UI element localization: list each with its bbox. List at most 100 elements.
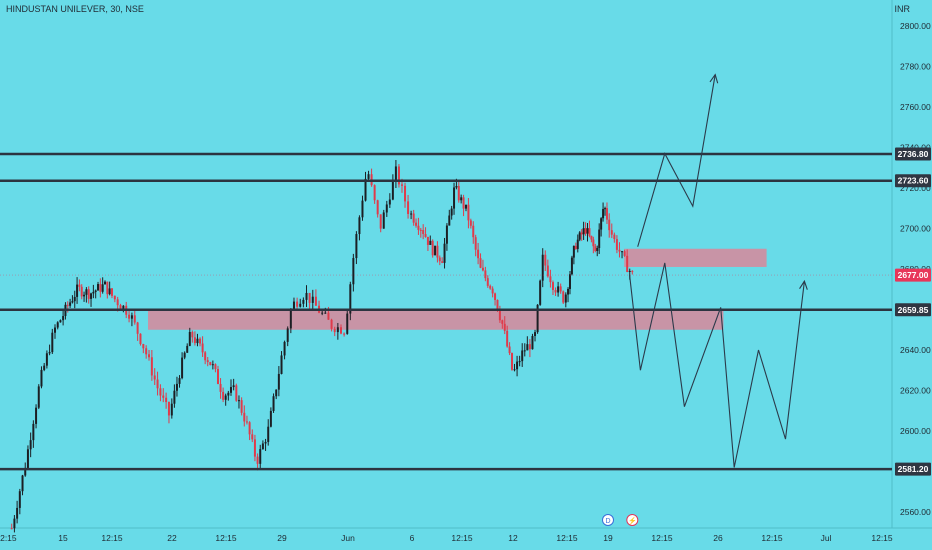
candle-body	[183, 352, 186, 358]
projection-path-1[interactable]	[637, 74, 716, 247]
x-tick-label: 6	[410, 533, 415, 543]
candle-body	[358, 217, 361, 235]
x-tick-label: 12:15	[761, 533, 783, 543]
candle-body	[496, 299, 499, 311]
candle-body	[598, 229, 601, 249]
candle-body	[92, 291, 95, 294]
candle-body	[251, 434, 254, 440]
x-tick-label: 26	[713, 533, 723, 543]
dividend-marker-icon[interactable]	[602, 514, 614, 526]
candle-body	[94, 290, 97, 292]
candle-body	[272, 396, 275, 411]
candle-body	[156, 379, 159, 389]
candle-body	[21, 475, 24, 492]
candle-body	[162, 395, 165, 398]
candle-body	[562, 291, 565, 303]
x-tick-label: 12:15	[0, 533, 17, 543]
supply-demand-zone-1[interactable]	[148, 309, 724, 330]
split-marker-label: ⚡	[628, 516, 637, 525]
candle-body	[511, 353, 514, 370]
y-tick-label: 2780.00	[900, 62, 931, 72]
current-price-badge: 2677.00	[898, 270, 929, 280]
candle-body	[412, 213, 415, 223]
candle-body	[235, 385, 238, 401]
y-tick-label: 2560.00	[900, 507, 931, 517]
candle-body	[580, 232, 583, 235]
candle-body	[494, 293, 497, 300]
y-tick-label: 2800.00	[900, 21, 931, 31]
candle-body	[503, 323, 506, 331]
candle-body	[83, 294, 86, 297]
candle-body	[219, 383, 222, 392]
candle-body	[443, 243, 446, 263]
candle-body	[424, 234, 427, 237]
x-tick-label: 12	[508, 533, 518, 543]
candle-body	[277, 373, 280, 390]
candle-body	[570, 257, 573, 275]
candle-body	[469, 220, 472, 226]
candle-body	[170, 403, 173, 416]
supply-demand-zone-2[interactable]	[624, 248, 767, 267]
candle-body	[299, 303, 302, 307]
candle-body	[261, 443, 264, 450]
candle-body	[101, 284, 104, 292]
chart-title: HINDUSTAN UNILEVER, 30, NSE	[6, 4, 144, 14]
candle-body	[516, 361, 519, 370]
level-badge-1-bg	[895, 147, 931, 161]
candle-body	[333, 328, 336, 333]
candle-body	[464, 204, 467, 209]
candle-body	[419, 229, 422, 231]
candle-body	[394, 166, 397, 181]
candle-body	[618, 249, 621, 252]
candle-body	[382, 212, 385, 229]
candle-body	[128, 314, 131, 319]
candle-body	[108, 288, 111, 295]
candle-body	[10, 528, 13, 530]
level-badge-3-bg	[895, 303, 931, 317]
x-tick-label: Jul	[821, 533, 832, 543]
candle-body	[29, 440, 32, 450]
candle-body	[256, 456, 259, 464]
candle-body	[445, 225, 448, 244]
candle-body	[422, 230, 425, 235]
candle-body	[448, 215, 451, 226]
candle-body	[245, 421, 248, 423]
candle-body	[193, 337, 196, 344]
candle-body	[80, 286, 83, 297]
candle-body	[441, 261, 444, 263]
level-badge-2: 2723.60	[898, 176, 929, 186]
candle-body	[518, 361, 521, 363]
candle-body	[216, 369, 219, 384]
projection-arrowhead-2	[799, 279, 808, 290]
candle-body	[336, 327, 339, 333]
candle-body	[541, 254, 544, 281]
candle-body	[103, 281, 106, 285]
candle-body	[501, 320, 504, 324]
projection-path-2[interactable]	[629, 262, 805, 468]
candle-body	[576, 239, 579, 249]
split-marker-icon[interactable]	[626, 514, 639, 526]
current-price-badge-bg	[895, 268, 931, 282]
level-badge-4: 2581.20	[898, 464, 929, 474]
candle-body	[400, 184, 403, 186]
candle-body	[330, 319, 333, 329]
candle-body	[113, 295, 116, 300]
candle-body	[536, 304, 539, 333]
candle-body	[379, 214, 382, 229]
candle-body	[554, 289, 557, 293]
level-badge-3: 2659.85	[898, 305, 929, 315]
candle-body	[16, 507, 19, 519]
level-badge-4-bg	[895, 462, 931, 476]
candle-body	[122, 305, 125, 310]
candle-body	[534, 332, 537, 337]
candle-body	[472, 225, 475, 238]
candle-body	[596, 248, 599, 251]
candle-body	[477, 249, 480, 259]
candle-body	[590, 235, 593, 240]
candle-body	[136, 322, 139, 334]
candle-body	[305, 292, 308, 300]
candle-body	[159, 388, 162, 396]
candle-body	[133, 315, 136, 323]
candle-body	[434, 245, 437, 256]
